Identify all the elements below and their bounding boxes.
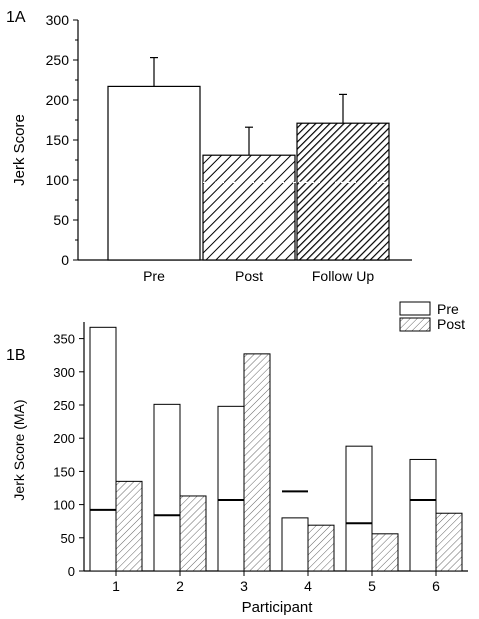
y-tick-label-1a: 50	[53, 212, 69, 228]
legend-swatch-pre	[399, 301, 431, 316]
bar-pre-1b	[409, 458, 437, 572]
bar-1a	[296, 122, 390, 261]
y-tick-label-1a: 150	[46, 132, 70, 148]
bar-pre-1b	[345, 445, 373, 572]
x-tick-label-1b: 1	[112, 578, 120, 594]
y-tick-label-1b: 200	[53, 431, 75, 446]
y-axis-1b: 0 50 100 150 200 250 300 350	[53, 322, 468, 579]
bar-post-1b	[115, 480, 143, 572]
y-tick-label-1a: 100	[46, 172, 70, 188]
x-tick-labels-1a: Pre Post Follow Up	[143, 268, 374, 284]
legend-label-post: Post	[437, 316, 465, 332]
y-tick-label-1b: 350	[53, 332, 75, 347]
y-tick-label-1b: 0	[68, 564, 75, 579]
bar-post-1b	[307, 524, 335, 572]
bar-pre-1b	[153, 403, 181, 572]
panel-label-1b: 1B	[6, 347, 26, 364]
y-tick-label-1b: 150	[53, 464, 75, 479]
x-tick-label-1b: 6	[432, 578, 440, 594]
y-tick-label-1b: 250	[53, 398, 75, 413]
x-tick-labels-1b: 1 2 3 4 5 6	[112, 571, 440, 594]
bar-pre-1b	[217, 405, 245, 572]
legend-1b: Pre Post	[399, 301, 465, 332]
bar-pre-1b	[281, 517, 309, 572]
y-tick-label-1a: 200	[46, 92, 70, 108]
legend-swatch-post	[399, 317, 431, 332]
y-tick-label-1a: 250	[46, 52, 70, 68]
panel-label-1a: 1A	[6, 9, 26, 26]
x-tick-label-1a: Pre	[143, 268, 165, 284]
x-tick-label-1b: 4	[304, 578, 312, 594]
y-tick-label-1a: 300	[46, 12, 70, 28]
panel-1b: 1B Jerk Score (MA) Participant 050100150…	[6, 301, 468, 616]
y-tick-label-1b: 100	[53, 498, 75, 513]
x-tick-label-1b: 2	[176, 578, 184, 594]
bar-post-1b	[179, 495, 207, 572]
x-tick-label-1a: Post	[235, 268, 263, 284]
bar-post-1b	[371, 533, 399, 572]
legend-label-pre: Pre	[437, 301, 459, 317]
bar-1a	[202, 154, 296, 261]
bars-1a	[107, 56, 390, 261]
y-tick-label-1b: 50	[61, 531, 75, 546]
bars-1b	[89, 326, 463, 572]
bar-pre-1b	[89, 326, 117, 572]
panel-1a: 1A Jerk Score 0 50 100 150 200 250 300 Pre Post…	[6, 9, 412, 284]
x-axis-label-1b: Participant	[242, 599, 314, 616]
bar-post-1b	[243, 353, 271, 572]
bar-1a	[107, 85, 201, 261]
x-tick-label-1b: 3	[240, 578, 248, 594]
bar-post-1b	[435, 512, 463, 572]
y-axis-label-1b: Jerk Score (MA)	[11, 399, 27, 500]
y-axis-label-1a: Jerk Score	[11, 114, 28, 186]
x-tick-label-1a: Follow Up	[312, 268, 374, 284]
x-tick-label-1b: 5	[368, 578, 376, 594]
y-tick-label-1b: 300	[53, 365, 75, 380]
y-tick-label-1a: 0	[61, 252, 69, 268]
